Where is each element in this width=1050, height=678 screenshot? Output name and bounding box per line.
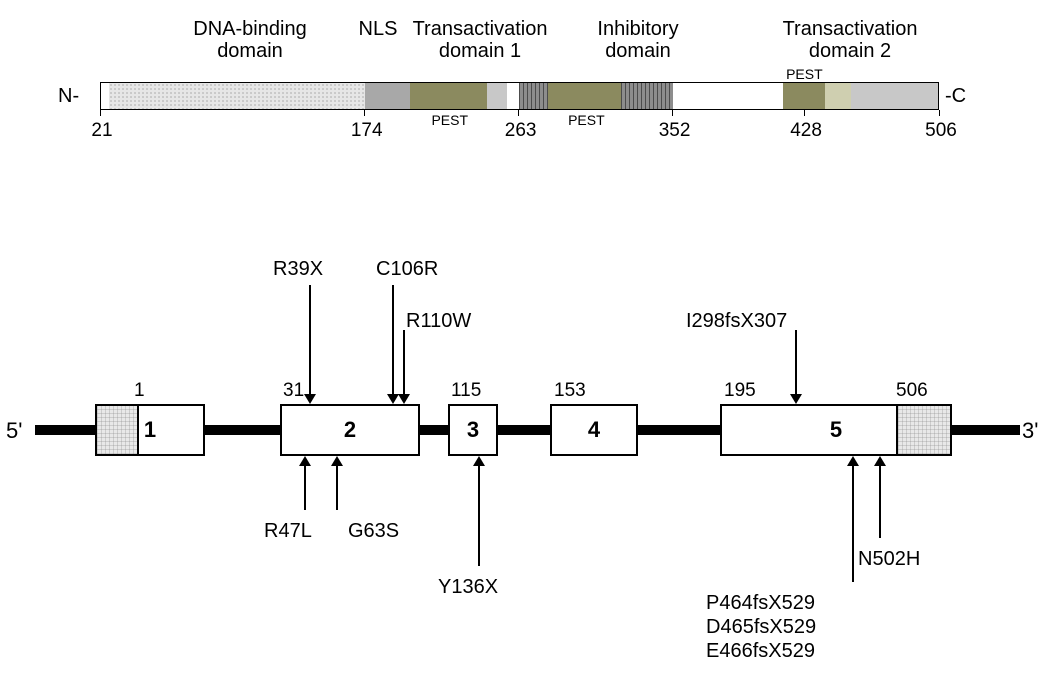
protein-segment	[621, 82, 673, 110]
domain-label: Inhibitory	[558, 18, 718, 41]
mutation-arrow	[879, 466, 881, 538]
mutation-label: N502H	[858, 548, 920, 571]
mutation-label: R47L	[264, 520, 312, 543]
protein-segment	[507, 82, 519, 110]
exon-boundary-label: 195	[724, 380, 756, 402]
mutation-label: R39X	[273, 258, 323, 281]
five-prime-label: 5'	[6, 418, 22, 444]
diagram-element	[299, 456, 311, 466]
protein-tick-label: 263	[499, 120, 543, 142]
protein-segment	[783, 82, 825, 110]
protein-tick-label: 506	[919, 120, 963, 142]
diagram-element	[304, 394, 316, 404]
mutation-label: I298fsX307	[686, 310, 787, 333]
mutation-arrow	[478, 466, 480, 566]
three-prime-label: 3'	[1022, 418, 1038, 444]
mutation-arrow	[795, 330, 797, 394]
protein-tick-label: 21	[80, 120, 124, 142]
exon-boundary-label: 506	[896, 380, 928, 402]
n-terminal-label: N-	[58, 85, 79, 108]
exon-boundary-label: 115	[451, 380, 481, 402]
pest-label: PEST	[786, 66, 823, 82]
protein-segment	[673, 82, 784, 110]
diagram-element	[672, 110, 673, 116]
exon-number: 1	[144, 417, 156, 443]
mutation-arrow	[852, 466, 854, 582]
protein-segment	[410, 82, 488, 110]
domain-label: Transactivation	[400, 18, 560, 41]
domain-label: Transactivation	[770, 18, 930, 41]
mutation-arrow	[336, 466, 338, 510]
exon: 2	[280, 404, 420, 456]
protein-segment	[487, 82, 506, 110]
protein-segment	[109, 82, 365, 110]
mutation-label: P464fsX529	[706, 592, 815, 615]
mutation-label: G63S	[348, 520, 399, 543]
exon-number: 3	[467, 417, 479, 443]
mutation-label: R110W	[406, 310, 471, 333]
diagram-element	[518, 110, 519, 116]
mutation-label: D465fsX529	[706, 616, 816, 639]
exon: 4	[550, 404, 638, 456]
diagram-element	[100, 82, 101, 110]
diagram-element	[874, 456, 886, 466]
utr-region	[896, 404, 952, 456]
exon-boundary-label: 31	[283, 380, 304, 402]
mutation-arrow	[403, 330, 405, 394]
domain-label: domain 2	[770, 40, 930, 63]
exon-number: 2	[344, 417, 356, 443]
diagram-element	[100, 110, 101, 116]
diagram-element	[331, 456, 343, 466]
diagram-element	[790, 394, 802, 404]
mutation-arrow	[392, 285, 394, 394]
mutation-arrow	[309, 285, 311, 394]
exon-boundary-label: 153	[554, 380, 586, 402]
diagram-element	[847, 456, 859, 466]
domain-label: domain 1	[400, 40, 560, 63]
mutation-label: C106R	[376, 258, 438, 281]
c-terminal-label: -C	[945, 85, 966, 108]
diagram-element	[939, 110, 940, 116]
domain-label: domain	[558, 40, 718, 63]
protein-segment	[365, 82, 410, 110]
exon: 3	[448, 404, 498, 456]
mutation-label: E466fsX529	[706, 640, 815, 663]
protein-tick-label: 174	[345, 120, 389, 142]
exon-number: 5	[830, 417, 842, 443]
exon-boundary-label: 1	[134, 380, 145, 402]
exon-number: 4	[588, 417, 600, 443]
domain-label: domain	[170, 40, 330, 63]
protein-segment	[548, 82, 621, 110]
diagram-element	[364, 110, 365, 116]
diagram-element	[938, 82, 939, 110]
protein-segment	[825, 82, 851, 110]
diagram-element	[473, 456, 485, 466]
utr-region	[95, 404, 139, 456]
diagram-element	[804, 110, 805, 116]
diagram-element	[398, 394, 410, 404]
pest-label: PEST	[431, 112, 468, 128]
pest-label: PEST	[568, 112, 605, 128]
protein-segment	[100, 82, 109, 110]
mutation-arrow	[304, 466, 306, 510]
protein-tick-label: 352	[653, 120, 697, 142]
mutation-label: Y136X	[438, 576, 498, 599]
protein-tick-label: 428	[784, 120, 828, 142]
protein-segment	[851, 82, 939, 110]
protein-segment	[519, 82, 548, 110]
